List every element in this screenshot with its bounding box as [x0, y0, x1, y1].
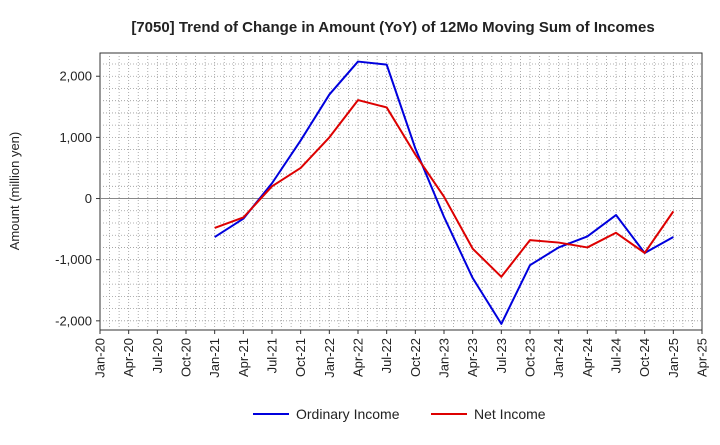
- x-tick-label: Oct-20: [179, 338, 194, 377]
- x-tick-label: Jan-24: [551, 338, 566, 378]
- x-tick-label: Jan-21: [207, 338, 222, 378]
- grid: [100, 53, 702, 330]
- legend-label-ordinary-income: Ordinary Income: [296, 406, 400, 422]
- y-tick-label: 2,000: [59, 69, 92, 84]
- legend-label-net-income: Net Income: [474, 406, 546, 422]
- x-tick-label: Jan-22: [322, 338, 337, 378]
- x-tick-label: Oct-22: [408, 338, 423, 377]
- x-tick-label: Oct-23: [523, 338, 538, 377]
- x-tick-label: Jul-21: [265, 338, 280, 373]
- y-tick-label: 1,000: [59, 130, 92, 145]
- x-tick-label: Jan-20: [93, 338, 108, 378]
- y-tick-label: -2,000: [55, 313, 92, 328]
- series-line-net-income: [214, 99, 675, 278]
- series: [214, 60, 675, 325]
- chart-title: [7050] Trend of Change in Amount (YoY) o…: [131, 19, 654, 36]
- series-line-ordinary-income: [214, 60, 674, 325]
- x-tick-label: Apr-20: [121, 338, 136, 377]
- x-tick-label: Apr-21: [236, 338, 251, 377]
- x-tick-label: Jan-23: [437, 338, 452, 378]
- x-tick-label: Jul-22: [379, 338, 394, 373]
- x-tick-label: Oct-21: [293, 338, 308, 377]
- y-axis-label: Amount (million yen): [7, 132, 22, 251]
- x-tick-label: Apr-23: [465, 338, 480, 377]
- plot-area: [99, 52, 703, 331]
- x-tick-label: Jul-20: [150, 338, 165, 373]
- y-tick-label: 0: [85, 191, 92, 206]
- x-tick-label: Apr-25: [695, 338, 710, 377]
- y-tick-label: -1,000: [55, 252, 92, 267]
- x-tick-label: Apr-22: [351, 338, 366, 377]
- x-tick-label: Jul-24: [609, 338, 624, 373]
- x-tick-label: Apr-24: [580, 338, 595, 377]
- x-tick-label: Jan-25: [666, 338, 681, 378]
- x-tick-label: Jul-23: [494, 338, 509, 373]
- x-tick-label: Oct-24: [637, 338, 652, 377]
- legend: Ordinary Income Net Income: [253, 406, 546, 422]
